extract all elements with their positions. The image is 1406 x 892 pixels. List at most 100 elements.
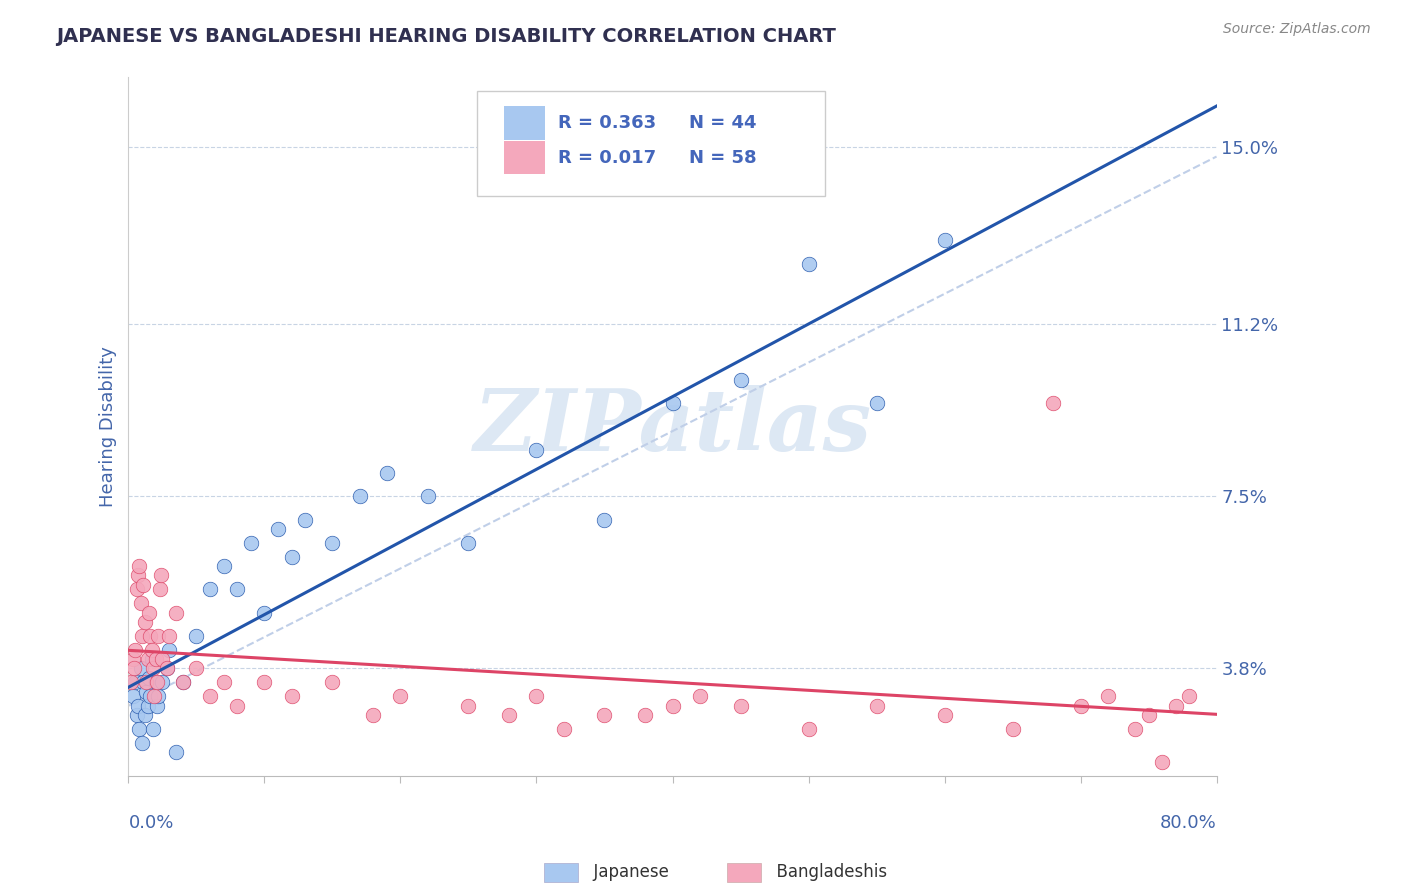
Point [122,661,145,675]
Point [139,629,162,643]
Point [226,582,249,597]
Point [797,722,820,736]
Point [294,512,316,526]
Point [865,396,887,410]
Point [142,661,165,675]
Text: N = 58: N = 58 [689,149,756,167]
Point [134,615,156,629]
Point [148,690,170,704]
Point [321,536,343,550]
Point [165,606,187,620]
Point [145,652,167,666]
Point [155,661,177,675]
Point [129,596,152,610]
Point [1164,698,1187,713]
Point [1097,690,1119,704]
Point [661,396,683,410]
Point [797,257,820,271]
Point [146,698,169,713]
Point [267,522,290,536]
Point [134,708,156,723]
Point [526,690,548,704]
Point [145,675,167,690]
Point [139,690,162,704]
Point [143,690,166,704]
Point [934,233,956,247]
Point [135,684,157,698]
FancyBboxPatch shape [503,141,546,175]
Point [934,708,956,723]
Point [212,675,235,690]
Point [349,489,371,503]
Point [132,675,155,690]
Point [1178,690,1201,704]
Point [457,536,479,550]
Point [526,442,548,457]
Y-axis label: Hearing Disability: Hearing Disability [100,346,117,507]
Point [138,606,160,620]
Point [155,661,177,675]
Point [128,559,150,574]
Point [148,629,170,643]
Text: Bangladeshis: Bangladeshis [766,863,887,881]
Point [135,675,157,690]
Point [172,675,194,690]
Point [172,675,194,690]
Point [152,675,174,690]
Text: Source: ZipAtlas.com: Source: ZipAtlas.com [1223,22,1371,37]
Point [457,698,479,713]
Point [553,722,575,736]
Point [198,582,221,597]
Point [129,661,152,675]
Point [280,690,302,704]
Point [146,675,169,690]
Point [689,690,711,704]
Text: 0.0%: 0.0% [128,814,174,832]
Point [389,690,412,704]
Text: ZIPatlas: ZIPatlas [474,384,872,468]
Point [132,577,155,591]
Point [321,675,343,690]
Point [121,652,143,666]
Point [198,690,221,704]
Point [416,489,439,503]
Point [128,722,150,736]
Point [1070,698,1092,713]
Point [280,549,302,564]
Point [127,568,149,582]
Point [157,643,180,657]
Point [136,698,159,713]
Point [253,606,276,620]
Point [125,582,148,597]
Text: N = 44: N = 44 [689,114,756,132]
Point [1123,722,1146,736]
Point [226,698,249,713]
Point [253,675,276,690]
Point [375,466,398,480]
Point [730,373,752,387]
Point [212,559,235,574]
Point [138,671,160,685]
Point [150,568,173,582]
Point [120,675,142,690]
Point [124,675,146,690]
Point [141,643,163,657]
Point [152,652,174,666]
Point [634,708,657,723]
Point [136,652,159,666]
Point [186,661,208,675]
Text: R = 0.363: R = 0.363 [558,114,657,132]
Point [125,708,148,723]
Point [157,629,180,643]
Point [121,690,143,704]
Point [498,708,520,723]
Point [124,643,146,657]
Point [149,582,172,597]
Point [127,698,149,713]
Point [131,629,153,643]
Text: R = 0.017: R = 0.017 [558,149,657,167]
Point [165,745,187,759]
Point [142,722,165,736]
FancyBboxPatch shape [477,91,825,196]
Point [593,708,616,723]
